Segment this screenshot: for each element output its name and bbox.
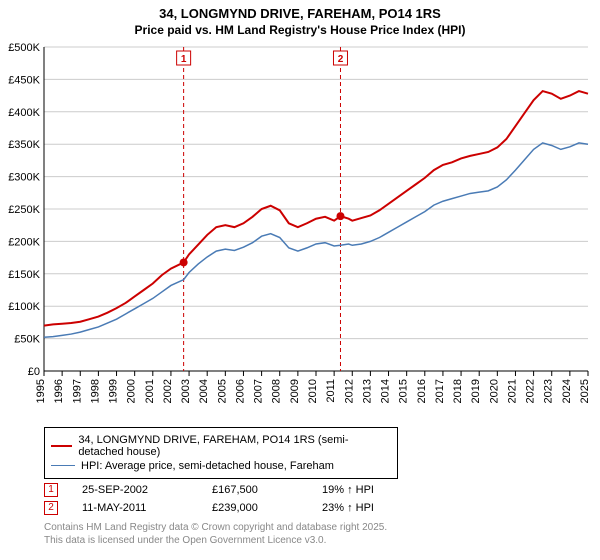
svg-text:£200K: £200K bbox=[8, 236, 40, 248]
legend-label: 34, LONGMYND DRIVE, FAREHAM, PO14 1RS (s… bbox=[78, 434, 391, 458]
legend: 34, LONGMYND DRIVE, FAREHAM, PO14 1RS (s… bbox=[44, 427, 398, 479]
legend-swatch bbox=[51, 445, 72, 447]
svg-text:2006: 2006 bbox=[234, 379, 246, 403]
svg-text:2021: 2021 bbox=[506, 379, 518, 403]
line-chart: £0 £50K £100K £150K £200K £250K £300K £350K £400… bbox=[0, 41, 600, 421]
svg-text:£500K: £500K bbox=[8, 42, 40, 54]
svg-text:2007: 2007 bbox=[253, 379, 265, 403]
svg-text:1999: 1999 bbox=[108, 379, 120, 403]
svg-text:£250K: £250K bbox=[8, 204, 40, 216]
chart-subtitle: Price paid vs. HM Land Registry's House … bbox=[0, 23, 600, 41]
svg-text:2004: 2004 bbox=[198, 379, 210, 403]
sale-date: 25-SEP-2002 bbox=[82, 484, 212, 496]
svg-text:2009: 2009 bbox=[289, 379, 301, 403]
svg-text:2018: 2018 bbox=[452, 379, 464, 403]
legend-item: HPI: Average price, semi-detached house,… bbox=[51, 460, 391, 472]
svg-text:2008: 2008 bbox=[271, 379, 283, 403]
svg-text:£350K: £350K bbox=[8, 139, 40, 151]
svg-text:2011: 2011 bbox=[325, 379, 337, 403]
svg-text:£150K: £150K bbox=[8, 269, 40, 281]
svg-text:1998: 1998 bbox=[89, 379, 101, 403]
svg-text:2002: 2002 bbox=[162, 379, 174, 403]
svg-text:2010: 2010 bbox=[307, 379, 319, 403]
svg-text:2024: 2024 bbox=[561, 379, 573, 403]
svg-text:1995: 1995 bbox=[35, 379, 47, 403]
svg-text:2017: 2017 bbox=[434, 379, 446, 403]
legend-label: HPI: Average price, semi-detached house,… bbox=[81, 460, 334, 472]
sale-price: £239,000 bbox=[212, 502, 322, 514]
sale-delta: 19% ↑ HPI bbox=[322, 484, 374, 496]
svg-text:£50K: £50K bbox=[14, 333, 40, 345]
table-row: 2 11-MAY-2011 £239,000 23% ↑ HPI bbox=[44, 501, 588, 515]
svg-text:£400K: £400K bbox=[8, 107, 40, 119]
svg-text:2023: 2023 bbox=[543, 379, 555, 403]
svg-text:2025: 2025 bbox=[579, 379, 591, 403]
svg-text:1997: 1997 bbox=[71, 379, 83, 403]
chart-area: £0 £50K £100K £150K £200K £250K £300K £350K £400… bbox=[0, 41, 600, 421]
chart-title: 34, LONGMYND DRIVE, FAREHAM, PO14 1RS bbox=[0, 0, 600, 23]
svg-text:1: 1 bbox=[181, 54, 187, 65]
sales-table: 1 25-SEP-2002 £167,500 19% ↑ HPI 2 11-MA… bbox=[44, 483, 588, 515]
svg-text:£450K: £450K bbox=[8, 74, 40, 86]
legend-swatch bbox=[51, 465, 75, 466]
sale-marker-icon: 1 bbox=[44, 483, 58, 497]
svg-text:2005: 2005 bbox=[216, 379, 228, 403]
svg-text:£100K: £100K bbox=[8, 301, 40, 313]
sale-marker-icon: 2 bbox=[44, 501, 58, 515]
footer-line: This data is licensed under the Open Gov… bbox=[44, 534, 588, 547]
svg-text:2015: 2015 bbox=[398, 379, 410, 403]
svg-text:2001: 2001 bbox=[144, 379, 156, 403]
footer-line: Contains HM Land Registry data © Crown c… bbox=[44, 521, 588, 534]
svg-text:1996: 1996 bbox=[53, 379, 65, 403]
svg-text:2012: 2012 bbox=[343, 379, 355, 403]
table-row: 1 25-SEP-2002 £167,500 19% ↑ HPI bbox=[44, 483, 588, 497]
svg-text:2003: 2003 bbox=[180, 379, 192, 403]
svg-text:2014: 2014 bbox=[380, 379, 392, 403]
sale-delta: 23% ↑ HPI bbox=[322, 502, 374, 514]
svg-text:£300K: £300K bbox=[8, 171, 40, 183]
svg-text:2: 2 bbox=[338, 54, 344, 65]
footer: Contains HM Land Registry data © Crown c… bbox=[44, 521, 588, 547]
svg-text:2019: 2019 bbox=[470, 379, 482, 403]
svg-text:2013: 2013 bbox=[361, 379, 373, 403]
svg-text:2022: 2022 bbox=[525, 379, 537, 403]
svg-text:2020: 2020 bbox=[488, 379, 500, 403]
svg-text:£0: £0 bbox=[28, 366, 40, 378]
svg-text:2016: 2016 bbox=[416, 379, 428, 403]
sale-price: £167,500 bbox=[212, 484, 322, 496]
svg-text:2000: 2000 bbox=[126, 379, 138, 403]
sale-date: 11-MAY-2011 bbox=[82, 502, 212, 514]
legend-item: 34, LONGMYND DRIVE, FAREHAM, PO14 1RS (s… bbox=[51, 434, 391, 458]
